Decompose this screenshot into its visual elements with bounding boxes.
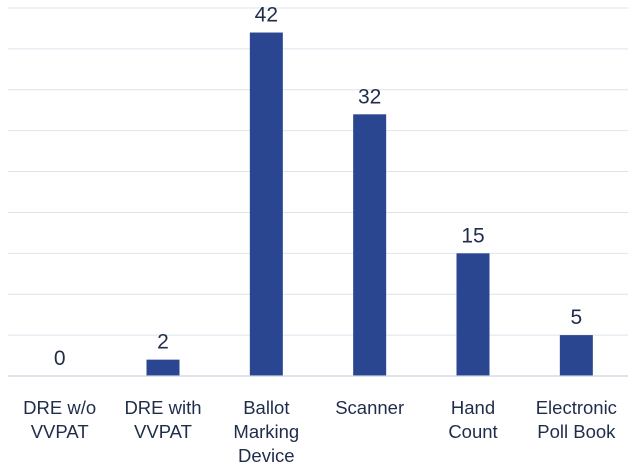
x-tick-label-line: Ballot xyxy=(243,397,289,418)
x-tick-label: Ballot Marking Device xyxy=(233,397,299,466)
bar xyxy=(146,359,180,376)
bar xyxy=(559,335,593,376)
gridlines xyxy=(8,7,628,336)
x-tick-label: Electronic Poll Book xyxy=(536,397,617,442)
x-tick-label-line: Device xyxy=(238,445,295,466)
x-tick-label-line: VVPAT xyxy=(134,421,192,442)
bar xyxy=(353,114,387,377)
x-tick-label-line: DRE w/o xyxy=(23,397,96,418)
x-tick-label-line: Poll Book xyxy=(537,421,616,442)
data-label: 42 xyxy=(255,4,278,27)
x-tick-label: DRE with VVPAT xyxy=(124,397,201,442)
data-label: 15 xyxy=(461,224,484,247)
data-label: 32 xyxy=(358,85,381,108)
x-tick-label: Hand Count xyxy=(448,397,497,442)
data-label: 2 xyxy=(157,331,169,354)
x-tick-label-line: DRE with xyxy=(124,397,201,418)
x-tick-label: Scanner xyxy=(335,397,404,418)
x-tick-label: DRE w/o VVPAT xyxy=(23,397,96,442)
data-label: 0 xyxy=(54,347,66,370)
bar xyxy=(249,32,283,377)
x-tick-label-line: VVPAT xyxy=(31,421,89,442)
x-tick-label-line: Count xyxy=(448,421,497,442)
x-axis-tick-labels: DRE w/o VVPAT DRE with VVPAT Ballot Marking De… xyxy=(23,397,617,466)
x-tick-label-line: Hand xyxy=(451,397,495,418)
x-tick-label-line: Electronic xyxy=(536,397,617,418)
bars xyxy=(146,32,593,377)
data-label: 5 xyxy=(570,306,582,329)
bar xyxy=(456,253,490,376)
x-tick-label-line: Scanner xyxy=(335,397,404,418)
x-tick-label-line: Marking xyxy=(233,421,299,442)
data-labels: 0 2 42 32 15 5 xyxy=(54,4,582,370)
